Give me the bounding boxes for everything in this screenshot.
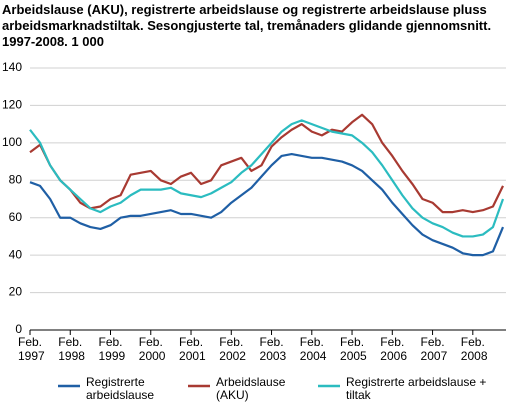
x-tick-label: Feb. 2001	[179, 335, 206, 363]
x-tick-label: Feb. 2004	[299, 335, 327, 363]
series-line	[29, 113, 504, 214]
y-tick-label: 40	[9, 247, 23, 261]
y-tick-label: 60	[9, 210, 23, 224]
legend-label: Registrerte arbeidslause + tiltak	[346, 375, 487, 402]
x-tick-label: Feb. 2006	[380, 335, 407, 363]
x-tick-label: Feb. 2003	[259, 335, 287, 363]
y-tick-label: 120	[2, 98, 22, 112]
legend-label: Registrerte arbeidslause	[86, 375, 155, 402]
chart-title: Arbeidslause (AKU), registrerte arbeidsl…	[2, 2, 492, 49]
legend-label: Arbeidslause (AKU)	[216, 375, 286, 402]
y-tick-label: 20	[9, 285, 23, 299]
x-tick-label: Feb. 2000	[138, 335, 166, 363]
y-tick-label: 0	[15, 322, 22, 336]
y-tick-label: 80	[9, 172, 23, 186]
x-tick-label: Feb. 2005	[340, 335, 367, 363]
y-tick-label: 140	[2, 60, 22, 74]
x-tick-label: Feb. 1999	[98, 335, 126, 363]
x-tick-label: Feb. 1997	[18, 335, 45, 363]
x-tick-label: Feb. 1998	[58, 335, 85, 363]
x-tick-label: Feb. 2008	[460, 335, 488, 363]
series-line	[29, 152, 505, 257]
x-tick-label: Feb. 2007	[420, 335, 448, 363]
x-tick-label: Feb. 2002	[219, 335, 246, 363]
y-tick-label: 100	[2, 135, 22, 149]
series-line	[29, 119, 505, 238]
